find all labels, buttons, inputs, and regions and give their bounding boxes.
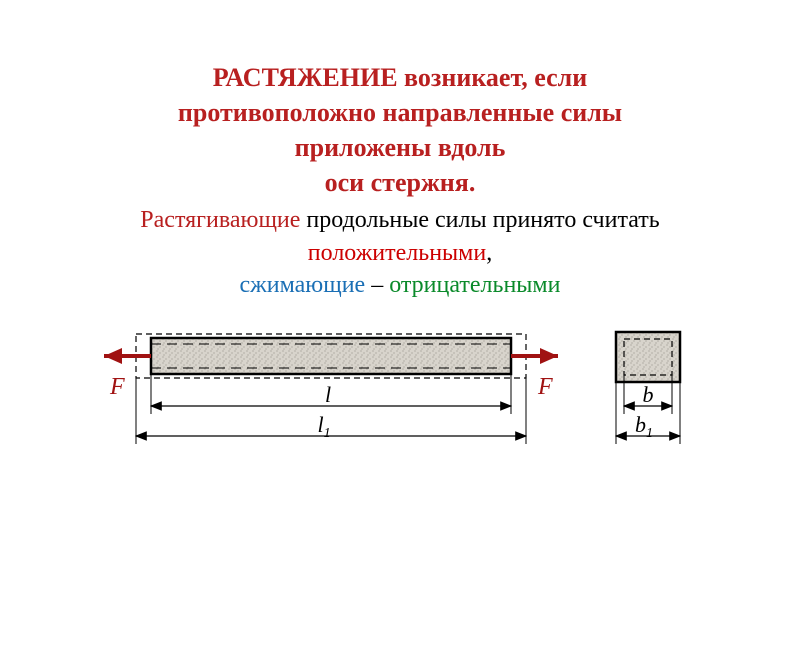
body-text-1: продольные силы принято считать <box>300 207 659 233</box>
cross-section-panel: b b1 <box>594 326 704 476</box>
diagram-area: F F l l1 <box>90 326 710 476</box>
title-line-3: приложены вдоль <box>295 133 506 162</box>
dim-label-l: l <box>325 382 331 407</box>
force-label-right: F <box>537 374 553 400</box>
side-view-panel: F F l l1 <box>96 326 566 476</box>
force-arrowhead-left <box>104 348 122 364</box>
body-dash: – <box>365 272 389 298</box>
cross-section-svg: b b1 <box>594 326 704 476</box>
body-word-positive: положительными <box>308 240 486 266</box>
body-comma: , <box>486 240 492 266</box>
title-line-4: оси стержня. <box>325 168 476 197</box>
dim-label-b1: b1 <box>635 412 653 441</box>
body-word-negative: отрицательными <box>389 272 560 298</box>
title-line-1: РАСТЯЖЕНИЕ возникает, если <box>213 63 587 92</box>
description-text: РАСТЯЖЕНИЕ возникает, если противоположн… <box>90 60 710 302</box>
force-arrowhead-right <box>540 348 558 364</box>
title-line-2: противоположно направленные силы <box>178 98 622 127</box>
body-word-compress: сжимающие <box>240 272 366 298</box>
dim-label-b: b <box>643 382 654 407</box>
rod-body <box>151 338 511 374</box>
dim-label-l1: l1 <box>317 412 330 441</box>
force-label-left: F <box>109 374 125 400</box>
body-word-tensile: Растягивающие <box>140 207 300 233</box>
side-view-svg: F F l l1 <box>96 326 566 476</box>
